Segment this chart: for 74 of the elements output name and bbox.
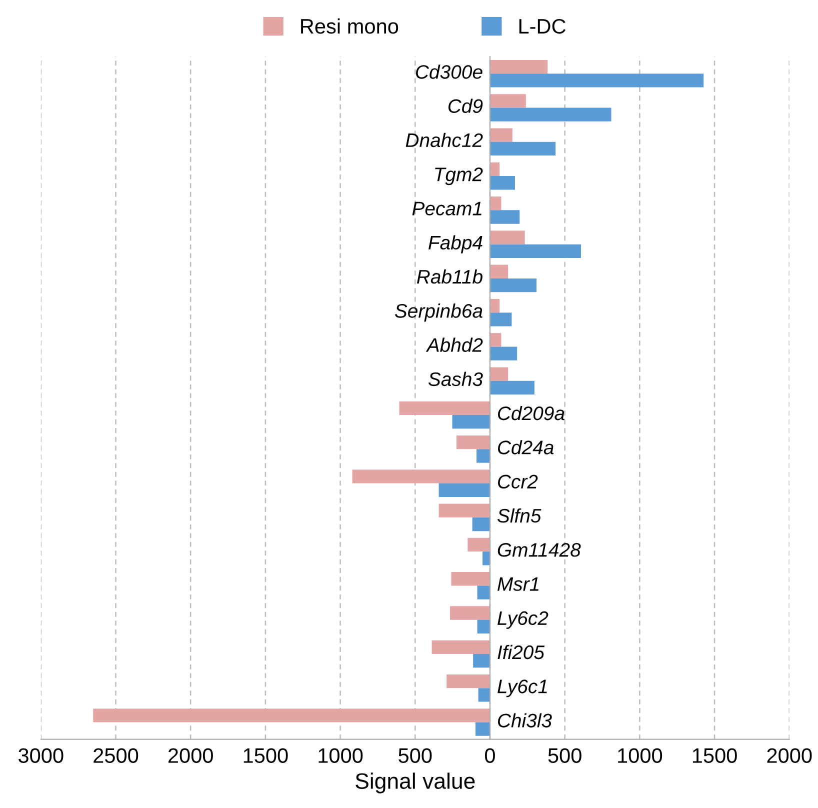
y-tick-label: Sash3 — [428, 372, 483, 386]
bar — [456, 435, 490, 450]
x-tick-label: 0 — [485, 748, 495, 763]
bar — [490, 346, 518, 360]
y-tick-label: Cd24a — [498, 440, 554, 454]
bar — [490, 162, 500, 176]
y-tick-label: Rab11b — [416, 269, 482, 284]
x-tick-label: 2000 — [168, 748, 213, 763]
bar — [490, 74, 704, 88]
bar — [490, 108, 612, 122]
y-tick-label: Chi3l3 — [498, 713, 552, 728]
legend-label: Resi mono — [301, 18, 398, 34]
bar — [490, 367, 508, 381]
bar — [490, 142, 556, 156]
x-axis-title: Signal value — [356, 772, 475, 794]
y-tick-label: Tgm2 — [435, 167, 483, 186]
y-tick-label: Pecam1 — [412, 202, 482, 216]
y-tick-label: Cd300e — [416, 64, 482, 79]
bar — [490, 60, 548, 74]
bar — [490, 196, 502, 210]
bar — [399, 401, 490, 416]
bar — [490, 264, 508, 278]
bar — [475, 722, 490, 736]
bar — [446, 674, 490, 688]
bar — [477, 586, 490, 600]
bar — [438, 504, 490, 518]
bar — [482, 552, 490, 566]
bar — [473, 654, 490, 668]
bar — [490, 278, 537, 292]
y-tick-label: Msr1 — [498, 577, 538, 591]
bar — [490, 298, 500, 313]
x-tick-label: 500 — [548, 748, 582, 763]
bar — [468, 538, 490, 552]
bar — [432, 640, 490, 654]
bar — [452, 415, 490, 429]
bar — [352, 470, 490, 484]
y-tick-label: Dnahc12 — [406, 132, 483, 148]
y-tick-label: Abhd2 — [426, 338, 483, 352]
x-tick-label: 500 — [398, 748, 432, 763]
y-tick-label: Ly6c1 — [498, 680, 547, 698]
bar — [476, 449, 490, 463]
y-tick-label: Gm11428 — [498, 543, 581, 557]
y-tick-label: Ly6c2 — [498, 611, 548, 629]
bar — [490, 312, 512, 326]
y-tick-label: Cd9 — [448, 98, 483, 113]
legend-label: L-DC — [519, 18, 566, 34]
bar — [472, 517, 490, 532]
x-tick-label: 2500 — [94, 748, 138, 763]
x-tick-label: 1000 — [318, 748, 363, 763]
bar — [490, 210, 520, 224]
bar — [490, 230, 525, 244]
bar — [490, 128, 512, 142]
y-tick-label: Slfn5 — [497, 508, 542, 523]
bar — [477, 620, 490, 634]
x-tick-label: 1500 — [692, 748, 737, 763]
x-tick-label: 1500 — [244, 748, 288, 763]
y-tick-label: Fabp4 — [428, 235, 482, 254]
y-tick-label: Serpinb6a — [394, 304, 482, 322]
x-tick-label: 1000 — [618, 748, 662, 763]
bar — [438, 483, 490, 497]
bar — [451, 572, 490, 586]
bar — [490, 244, 581, 258]
y-tick-label: Ccr2 — [498, 474, 538, 489]
bar — [450, 606, 490, 620]
y-tick-label: Cd209a — [498, 406, 564, 420]
bar — [478, 688, 490, 702]
bar — [490, 333, 502, 347]
x-tick-label: 2000 — [767, 748, 812, 763]
bar — [490, 176, 515, 190]
x-tick-label: 3000 — [18, 748, 64, 763]
bar — [490, 94, 526, 108]
y-tick-label: Ifi205 — [498, 644, 545, 660]
bar — [490, 380, 534, 395]
bar — [93, 708, 490, 722]
